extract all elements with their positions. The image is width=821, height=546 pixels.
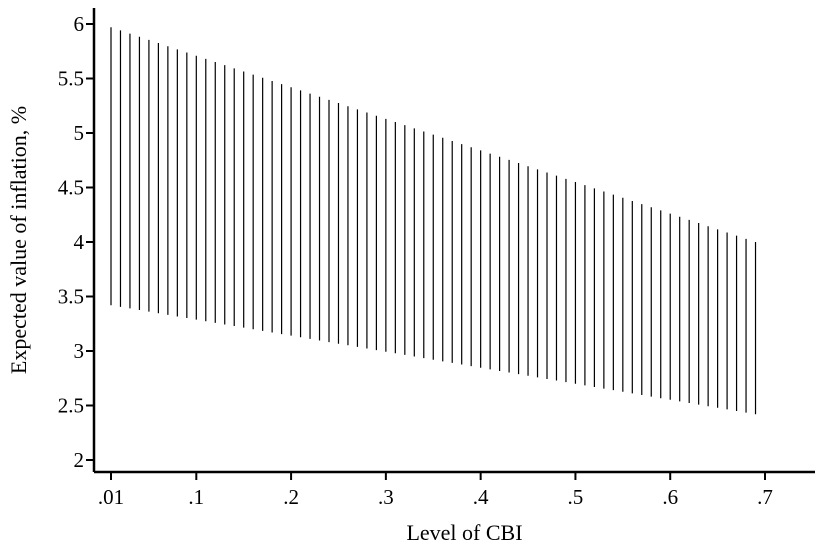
- x-axis-title: Level of CBI: [406, 520, 522, 545]
- x-tick-label: .3: [378, 485, 394, 509]
- y-axis-title: Expected value of inflation, %: [6, 106, 31, 374]
- x-tick-label: .4: [473, 485, 489, 509]
- x-tick-label: .7: [757, 485, 773, 509]
- y-tick-label: 5.5: [58, 67, 84, 91]
- x-tick-label: .2: [283, 485, 299, 509]
- x-tick-label: .6: [662, 485, 678, 509]
- confidence-intervals: [110, 27, 757, 415]
- y-axis: 2 2.5 3 3.5 4 4.5 5 5.5 6: [58, 8, 96, 472]
- y-tick-label: 4: [74, 230, 85, 254]
- y-tick-label: 3: [74, 339, 85, 363]
- y-tick-label: 5: [74, 121, 85, 145]
- x-axis: .01 .1 .2 .3 .4 .5 .6 .7: [94, 470, 815, 509]
- x-tick-label: .1: [188, 485, 204, 509]
- y-tick-label: 3.5: [58, 285, 84, 309]
- y-tick-label: 6: [74, 12, 85, 36]
- y-tick-label: 4.5: [58, 176, 84, 200]
- y-tick-label: 2: [74, 448, 85, 472]
- x-tick-label: .5: [568, 485, 584, 509]
- x-tick-label: .01: [98, 485, 124, 509]
- y-tick-label: 2.5: [58, 394, 84, 418]
